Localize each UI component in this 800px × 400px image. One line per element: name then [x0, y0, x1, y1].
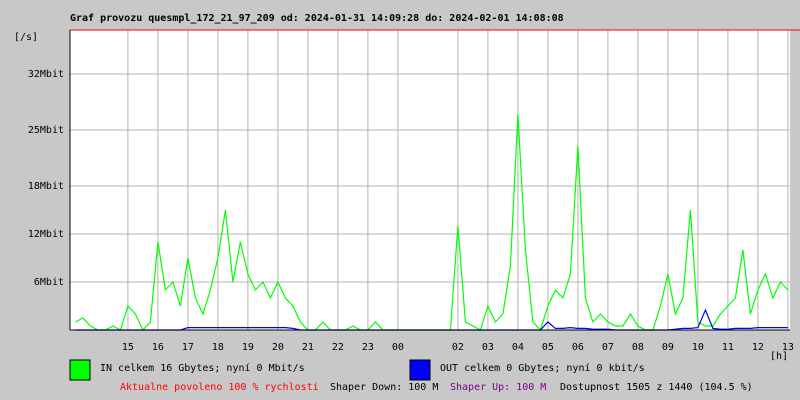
x-tick-label: 21 — [302, 342, 314, 353]
x-tick-label: 23 — [362, 342, 374, 353]
x-tick-label: 00 — [392, 342, 404, 353]
plot-area — [70, 30, 790, 330]
legend-swatch — [409, 359, 431, 381]
y-tick-label: 6Mbit — [34, 277, 64, 288]
y-tick-label: 12Mbit — [28, 229, 64, 240]
x-tick-label: 12 — [752, 342, 764, 353]
x-tick-label: 08 — [632, 342, 644, 353]
x-tick-label: 10 — [692, 342, 704, 353]
x-tick-label: 11 — [722, 342, 734, 353]
x-tick-label: 07 — [602, 342, 614, 353]
legend-label: IN celkem 16 Gbytes; nyní 0 Mbit/s — [100, 362, 305, 374]
x-tick-label: 13 — [782, 342, 794, 353]
x-tick-label: 16 — [152, 342, 164, 353]
x-tick-label: 15 — [122, 342, 134, 353]
legend-label: OUT celkem 0 Gbytes; nyní 0 kbit/s — [440, 362, 645, 374]
annotation: Shaper Down: 100 M — [330, 382, 438, 393]
annotation: Shaper Up: 100 M — [450, 382, 546, 393]
y-tick-label: 18Mbit — [28, 181, 64, 192]
x-tick-label: 19 — [242, 342, 254, 353]
x-tick-label: 09 — [662, 342, 674, 353]
y-tick-label: 25Mbit — [28, 125, 64, 136]
x-tick-label: 18 — [212, 342, 224, 353]
x-tick-label: 03 — [482, 342, 494, 353]
x-tick-label: 20 — [272, 342, 284, 353]
y-tick-label: 32Mbit — [28, 69, 64, 80]
chart-title: Graf provozu quesmpl_172_21_97_209 od: 2… — [70, 13, 564, 24]
y-axis-label: [/s] — [14, 32, 38, 43]
annotation: Dostupnost 1505 z 1440 (104.5 %) — [560, 382, 753, 393]
annotation: Aktualne povoleno 100 % rychlosti — [120, 382, 319, 393]
x-axis-label: [h] — [770, 351, 788, 362]
x-tick-label: 06 — [572, 342, 584, 353]
legend-swatch — [69, 359, 91, 381]
x-tick-label: 22 — [332, 342, 344, 353]
x-tick-label: 02 — [452, 342, 464, 353]
x-tick-label: 05 — [542, 342, 554, 353]
x-tick-label: 17 — [182, 342, 194, 353]
x-tick-label: 04 — [512, 342, 524, 353]
